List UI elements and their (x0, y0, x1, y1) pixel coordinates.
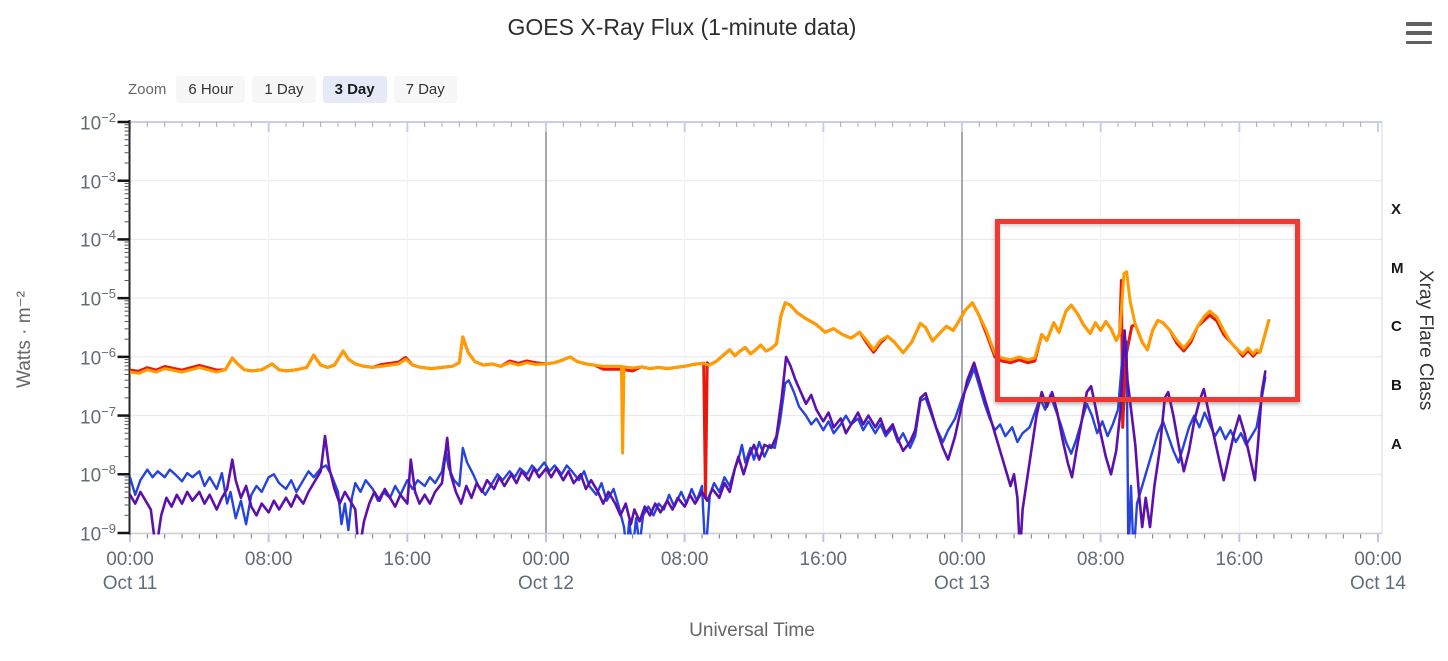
y-tick-label: 10−9 (80, 520, 116, 546)
flare-class-label-B: B (1391, 377, 1402, 395)
page-title: GOES X-Ray Flux (1-minute data) (507, 14, 857, 40)
flare-class-label-C: C (1391, 318, 1402, 336)
x-tick-label: 00:00 Oct 11 (102, 549, 158, 594)
x-tick-label: 00:00 Oct 12 (517, 549, 574, 594)
y-tick-label: 10−3 (80, 168, 116, 194)
y-tick-label: 10−5 (80, 286, 116, 311)
series-long-wavelength-primary (130, 270, 1271, 455)
y-axis-title: Watts · m⁻² (14, 291, 35, 389)
flare-class-label-A: A (1391, 435, 1402, 453)
y-tick-label: 10−6 (80, 344, 116, 370)
zoom-button-7day[interactable]: 7 Day (393, 76, 457, 103)
x-tick-label: 08:00 (660, 549, 709, 570)
y-tick-label: 10−8 (80, 462, 116, 487)
x-tick-label: 16:00 (383, 549, 432, 570)
y-tick-label: 10−4 (80, 227, 116, 252)
x-axis-title: Universal Time (689, 620, 815, 641)
x-tick-label: 00:00 Oct 13 (933, 549, 990, 594)
zoom-button-1day[interactable]: 1 Day (252, 76, 316, 103)
y-tick-label: 10−2 (80, 110, 116, 135)
flare-class-label-X: X (1391, 201, 1402, 219)
x-tick-label: 08:00 (244, 549, 293, 570)
flare-class-axis-title: Xray Flare Class (1415, 269, 1436, 411)
x-tick-label: 16:00 (799, 549, 848, 570)
y-tick-label: 10−7 (80, 403, 116, 428)
zoom-label: Zoom (128, 81, 167, 98)
zoom-button-3day[interactable]: 3 Day (322, 76, 387, 103)
x-tick-label: 16:00 (1215, 549, 1264, 570)
range-selector: Zoom 6 Hour 1 Day 3 Day 7 Day (128, 76, 464, 103)
x-tick-label: 08:00 (1076, 549, 1125, 570)
series-short-wavelength-secondary (130, 329, 1267, 535)
annotation-rectangle (994, 218, 1300, 403)
flare-class-label-M: M (1391, 259, 1404, 277)
hamburger-icon (1406, 22, 1432, 26)
zoom-button-6hour[interactable]: 6 Hour (176, 76, 246, 103)
x-tick-label: 00:00 Oct 14 (1349, 549, 1406, 594)
hamburger-menu-button[interactable] (1406, 20, 1432, 46)
